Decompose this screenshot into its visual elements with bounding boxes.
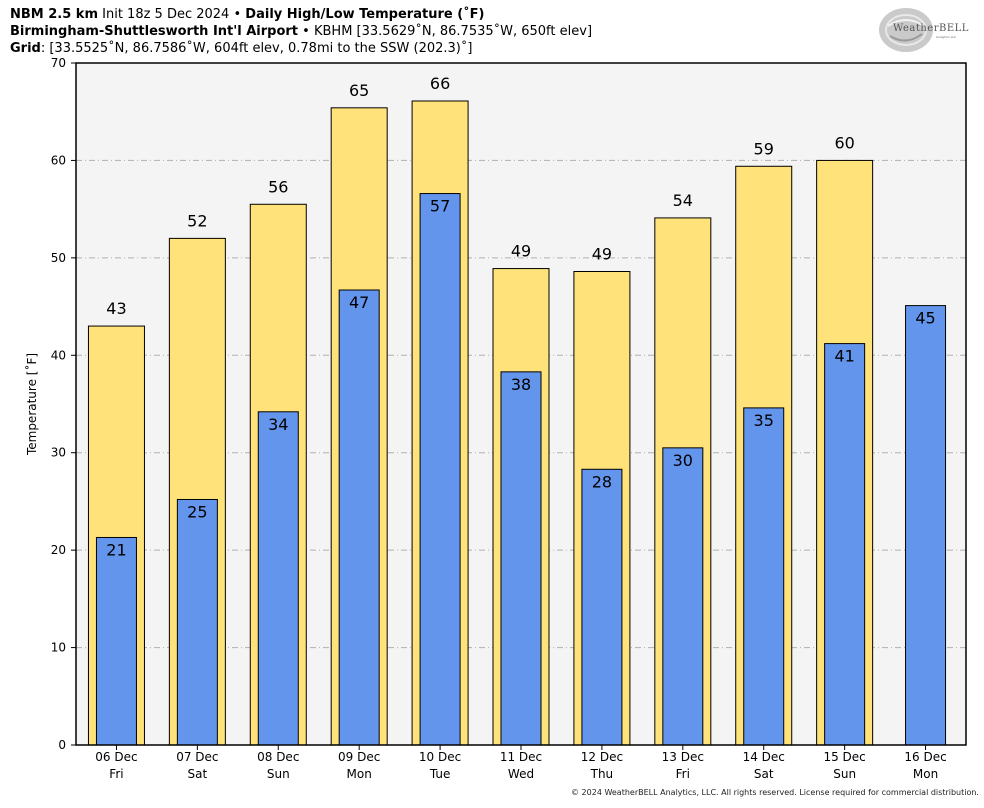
low-temp-bar [257,411,299,746]
low-temp-bar [824,343,866,746]
station-name: Birmingham-Shuttlesworth Int'l Airport [10,24,299,39]
logo-subtext: Analytics LLC [936,35,957,39]
chart-title: Daily High/Low Temperature (˚F) [245,7,485,22]
low-temp-bar [419,193,461,746]
low-temp-label: 25 [187,502,207,521]
high-temp-label: 49 [511,242,531,261]
y-tick-label: 10 [51,641,66,655]
low-temp-bar [500,371,542,746]
y-tick-label: 70 [51,56,66,70]
low-temp-label: 30 [673,451,693,470]
high-temp-label: 65 [349,81,369,100]
chart-header: NBM 2.5 km Init 18z 5 Dec 2024 • Daily H… [10,6,592,57]
high-temp-label: 49 [592,244,612,263]
low-temp-bar [662,447,704,746]
x-tick-weekday: Sun [267,767,290,781]
low-temp-label: 57 [430,197,450,216]
high-temp-label: 43 [106,299,126,318]
separator: • [302,24,310,39]
grid-detail: : [33.5525˚N, 86.7586˚W, 604ft elev, 0.7… [40,41,473,56]
high-temp-label: 66 [430,74,450,93]
low-temp-label: 34 [268,415,288,434]
x-tick-date: 07 Dec [176,750,218,764]
low-temp-bar [338,289,380,746]
x-tick-weekday: Sat [754,767,774,781]
logo-text: WeatherBELL [893,23,969,34]
x-tick-weekday: Sat [188,767,208,781]
x-tick-date: 10 Dec [419,750,461,764]
high-temp-label: 60 [834,133,854,152]
high-temp-label: 52 [187,211,207,230]
low-temp-label: 21 [106,540,126,559]
x-tick-weekday: Mon [913,767,938,781]
x-tick-date: 12 Dec [581,750,623,764]
header-line-2: Birmingham-Shuttlesworth Int'l Airport •… [10,23,592,40]
init-time: Init 18z 5 Dec 2024 [102,7,230,22]
weatherbell-logo [879,8,933,52]
low-temp-bar [743,407,785,746]
x-tick-date: 16 Dec [904,750,946,764]
x-tick-weekday: Tue [429,767,451,781]
x-tick-weekday: Fri [676,767,690,781]
x-tick-weekday: Thu [590,767,614,781]
station-detail: KBHM [33.5629˚N, 86.7535˚W, 650ft elev] [313,24,593,39]
high-temp-label: 54 [673,191,693,210]
x-tick-weekday: Wed [508,767,534,781]
x-tick-date: 11 Dec [500,750,542,764]
x-tick-date: 06 Dec [95,750,137,764]
x-tick-weekday: Sun [833,767,856,781]
y-tick-label: 50 [51,251,66,265]
y-axis-label: Temperature [˚F] [24,353,39,456]
x-tick-weekday: Fri [109,767,123,781]
low-temp-bar [581,468,623,746]
x-tick-date: 13 Dec [662,750,704,764]
low-temp-label: 35 [754,411,774,430]
y-tick-label: 40 [51,348,66,362]
y-tick-label: 20 [51,543,66,557]
separator: • [233,7,242,22]
x-tick-weekday: Mon [347,767,372,781]
model-name: NBM 2.5 km [10,7,98,22]
low-temp-label: 45 [915,309,935,328]
low-temp-bar [95,536,137,746]
x-tick-date: 09 Dec [338,750,380,764]
high-temp-label: 56 [268,177,288,196]
grid-label: Grid [10,41,41,56]
low-temp-label: 28 [592,472,612,491]
header-line-1: NBM 2.5 km Init 18z 5 Dec 2024 • Daily H… [10,6,592,23]
x-tick-date: 15 Dec [823,750,865,764]
x-tick-date: 08 Dec [257,750,299,764]
low-temp-bar [905,305,947,746]
low-temp-label: 38 [511,375,531,394]
y-tick-label: 0 [58,738,66,752]
low-temp-label: 47 [349,293,369,312]
high-temp-label: 59 [754,139,774,158]
copyright-footer: © 2024 WeatherBELL Analytics, LLC. All r… [571,788,979,797]
x-tick-date: 14 Dec [743,750,785,764]
y-tick-label: 60 [51,153,66,167]
low-temp-label: 41 [834,347,854,366]
header-line-3: Grid: [33.5525˚N, 86.7586˚W, 604ft elev,… [10,40,592,57]
low-temp-bar [176,498,218,746]
y-tick-label: 30 [51,446,66,460]
